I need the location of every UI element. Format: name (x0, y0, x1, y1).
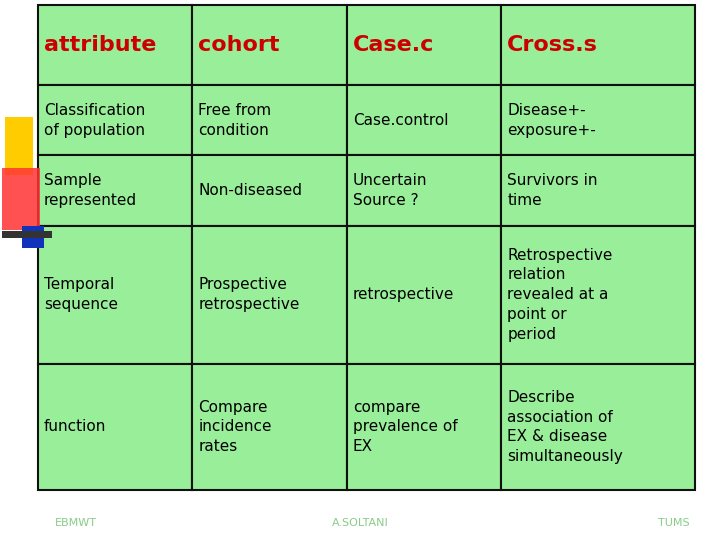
Polygon shape (192, 5, 347, 85)
Polygon shape (192, 364, 347, 490)
FancyBboxPatch shape (5, 117, 33, 175)
Text: Compare
incidence
rates: Compare incidence rates (199, 400, 272, 454)
Text: Describe
association of
EX & disease
simultaneously: Describe association of EX & disease sim… (507, 390, 623, 464)
Polygon shape (38, 364, 192, 490)
Text: Non-diseased: Non-diseased (199, 183, 302, 198)
Text: A.SOLTANI: A.SOLTANI (332, 518, 388, 528)
Text: Sample
represented: Sample represented (44, 173, 137, 208)
Text: retrospective: retrospective (353, 287, 454, 302)
FancyBboxPatch shape (2, 168, 40, 230)
Polygon shape (501, 156, 695, 226)
Polygon shape (38, 156, 192, 226)
Text: cohort: cohort (199, 35, 280, 55)
FancyBboxPatch shape (2, 231, 52, 238)
Polygon shape (192, 156, 347, 226)
Polygon shape (501, 226, 695, 364)
Polygon shape (501, 85, 695, 156)
Polygon shape (347, 364, 501, 490)
Polygon shape (347, 226, 501, 364)
Text: Free from
condition: Free from condition (199, 103, 271, 138)
Text: compare
prevalence of
EX: compare prevalence of EX (353, 400, 457, 454)
Text: Retrospective
relation
revealed at a
point or
period: Retrospective relation revealed at a poi… (507, 248, 613, 342)
Text: Case.c: Case.c (353, 35, 434, 55)
Polygon shape (347, 85, 501, 156)
Text: Case.control: Case.control (353, 113, 449, 127)
Text: attribute: attribute (44, 35, 156, 55)
Polygon shape (192, 226, 347, 364)
Polygon shape (38, 5, 192, 85)
Polygon shape (501, 5, 695, 85)
Polygon shape (192, 85, 347, 156)
Text: EBMWT: EBMWT (55, 518, 97, 528)
Text: function: function (44, 420, 107, 435)
Text: Cross.s: Cross.s (507, 35, 598, 55)
Text: Classification
of population: Classification of population (44, 103, 145, 138)
Polygon shape (38, 226, 192, 364)
Polygon shape (347, 156, 501, 226)
Polygon shape (347, 5, 501, 85)
Text: Temporal
sequence: Temporal sequence (44, 278, 118, 312)
FancyBboxPatch shape (22, 226, 44, 248)
Polygon shape (38, 85, 192, 156)
Text: Survivors in
time: Survivors in time (507, 173, 598, 208)
Polygon shape (501, 364, 695, 490)
Text: Uncertain
Source ?: Uncertain Source ? (353, 173, 427, 208)
Text: Prospective
retrospective: Prospective retrospective (199, 278, 300, 312)
Text: Disease+-
exposure+-: Disease+- exposure+- (507, 103, 596, 138)
Text: TUMS: TUMS (658, 518, 690, 528)
